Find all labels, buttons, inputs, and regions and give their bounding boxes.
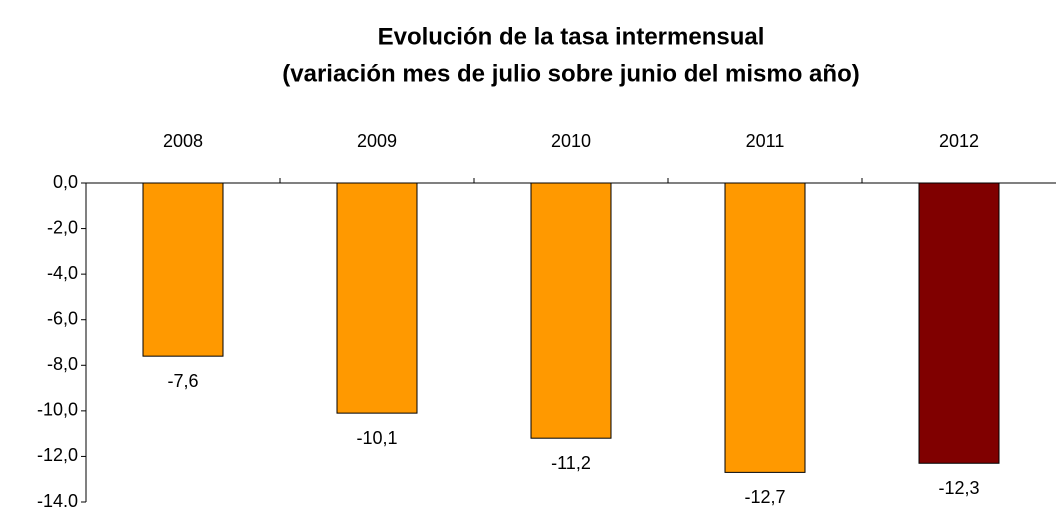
value-label: -11,2 bbox=[551, 453, 591, 473]
bar bbox=[724, 182, 806, 473]
x-tick-label: 2010 bbox=[551, 131, 591, 151]
chart-subtitle: (variación mes de julio sobre junio del … bbox=[282, 60, 859, 87]
value-label: -10,1 bbox=[356, 428, 397, 448]
bar bbox=[918, 182, 1000, 464]
y-tick-label: -10,0 bbox=[37, 400, 78, 420]
y-tick-label: -8,0 bbox=[47, 354, 78, 374]
value-label: -7,6 bbox=[167, 371, 198, 391]
y-tick-label: -14,0 bbox=[37, 491, 78, 507]
bar bbox=[336, 182, 418, 414]
y-tick-label: -6,0 bbox=[47, 308, 78, 328]
bar bbox=[142, 182, 224, 357]
y-tick-label: -12,0 bbox=[37, 445, 78, 465]
value-label: -12,7 bbox=[744, 487, 785, 507]
y-tick-label: -4,0 bbox=[47, 263, 78, 283]
x-tick-label: 2011 bbox=[746, 131, 785, 151]
value-label: -12,3 bbox=[938, 478, 979, 498]
bar bbox=[530, 182, 612, 439]
y-tick-label: -2,0 bbox=[47, 217, 78, 237]
y-tick-label: 0,0 bbox=[53, 172, 78, 192]
x-tick-label: 2009 bbox=[357, 131, 397, 151]
x-tick-label: 2012 bbox=[939, 131, 979, 151]
x-tick-label: 2008 bbox=[163, 131, 203, 151]
chart-title: Evolución de la tasa intermensual bbox=[378, 23, 765, 50]
